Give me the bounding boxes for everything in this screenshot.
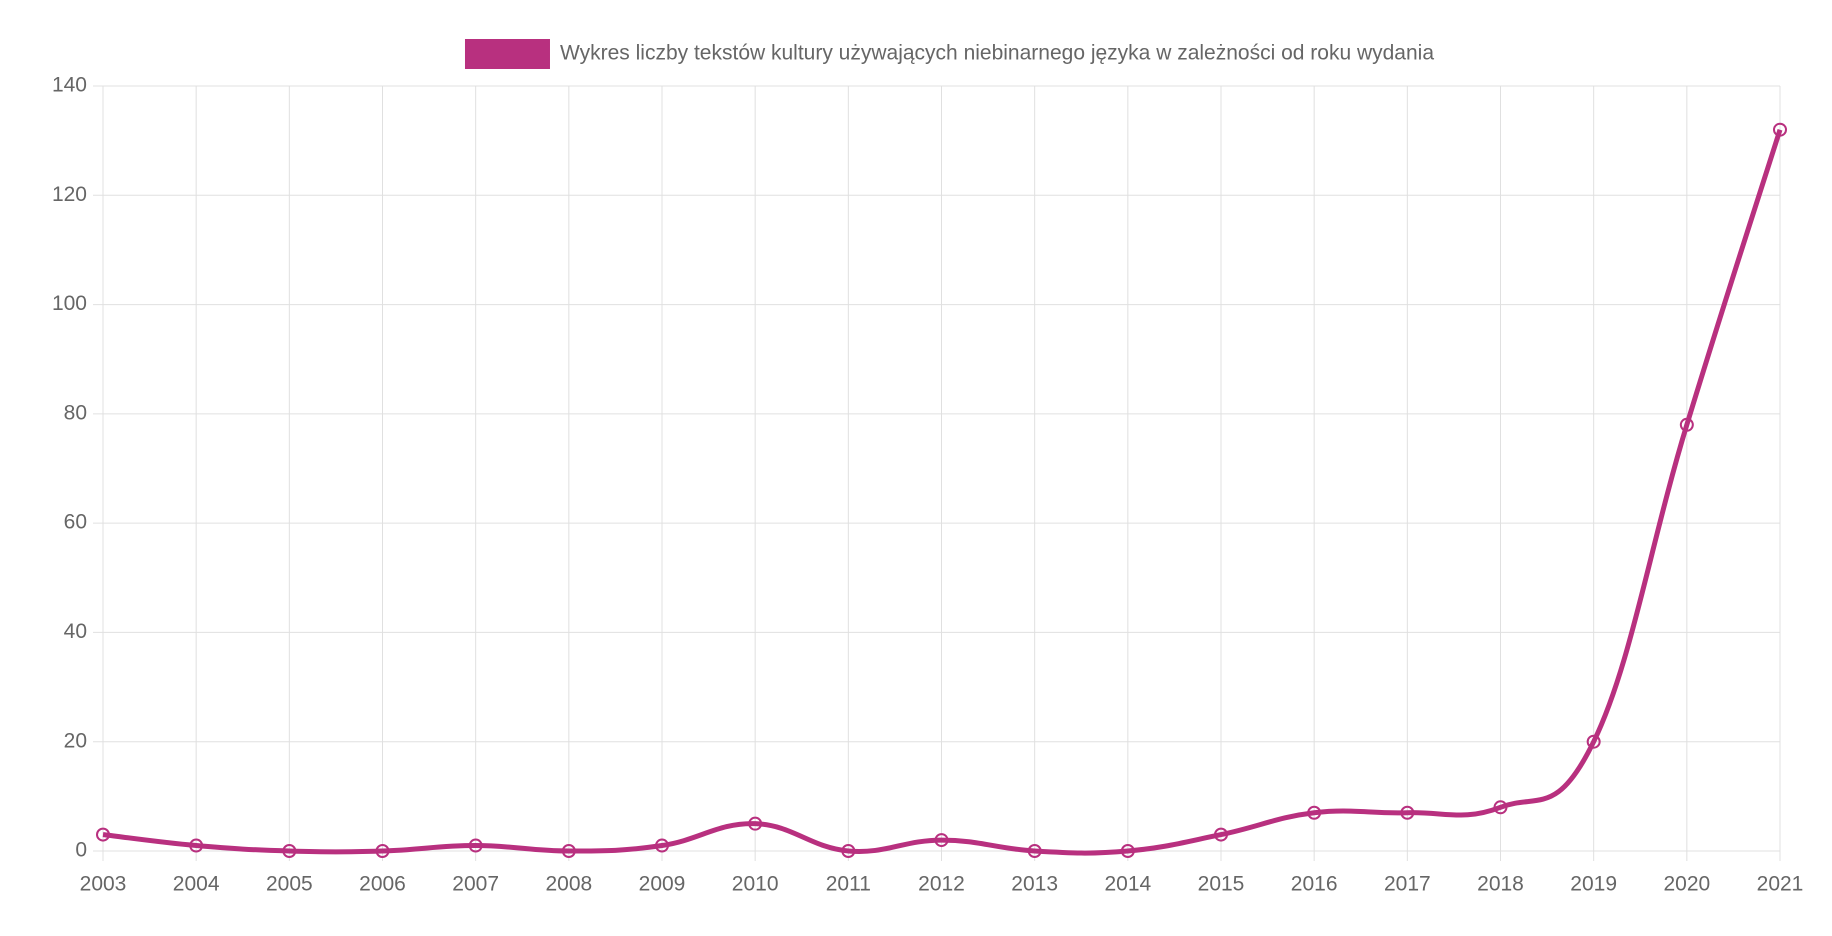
y-tick-label: 60 <box>64 511 87 534</box>
x-tick-label: 2019 <box>1570 873 1617 896</box>
x-tick-label: 2013 <box>1011 873 1058 896</box>
x-tick-label: 2017 <box>1384 873 1431 896</box>
x-tick-label: 2014 <box>1104 873 1151 896</box>
y-tick-label: 140 <box>52 74 87 97</box>
point <box>282 844 297 858</box>
x-tick-label: 2018 <box>1477 873 1524 896</box>
point <box>468 838 483 853</box>
point <box>1307 805 1322 820</box>
x-tick-label: 2003 <box>80 873 127 896</box>
point <box>655 838 669 853</box>
point <box>1027 844 1042 858</box>
legend-label: Wykres liczby tekstów kultury używającyc… <box>560 42 1434 65</box>
point <box>748 816 763 831</box>
x-tick-label: 2010 <box>732 873 779 896</box>
x-tick-label: 2007 <box>452 873 499 896</box>
point <box>96 827 110 842</box>
point <box>841 844 856 858</box>
x-tick-label: 2005 <box>266 873 313 896</box>
x-tick-label: 2012 <box>918 873 965 896</box>
point <box>1493 800 1508 815</box>
x-tick-label: 2016 <box>1291 873 1338 896</box>
x-tick-label: 2020 <box>1663 873 1710 896</box>
y-tick-label: 0 <box>75 839 87 862</box>
point <box>1120 844 1135 858</box>
y-tick-label: 120 <box>52 183 87 206</box>
y-tick-label: 20 <box>64 729 87 752</box>
x-tick-label: 2009 <box>639 873 686 896</box>
point <box>934 833 949 848</box>
x-tick-label: 2021 <box>1757 873 1804 896</box>
point <box>1214 827 1228 842</box>
y-tick-label: 40 <box>64 620 87 643</box>
y-tick-label: 80 <box>64 401 87 424</box>
point <box>561 844 576 858</box>
point <box>1773 122 1787 137</box>
point <box>189 838 204 853</box>
legend-swatch <box>464 39 550 69</box>
point <box>1679 417 1694 432</box>
point <box>1400 805 1415 820</box>
x-tick-label: 2006 <box>359 873 406 896</box>
line <box>102 128 1783 856</box>
y-tick-label: 100 <box>52 292 87 315</box>
x-tick-label: 2004 <box>173 873 220 896</box>
point <box>375 844 390 858</box>
x-tick-label: 2015 <box>1198 873 1245 896</box>
x-tick-label: 2011 <box>826 873 871 896</box>
x-tick-label: 2008 <box>545 873 592 896</box>
point <box>1586 734 1601 749</box>
